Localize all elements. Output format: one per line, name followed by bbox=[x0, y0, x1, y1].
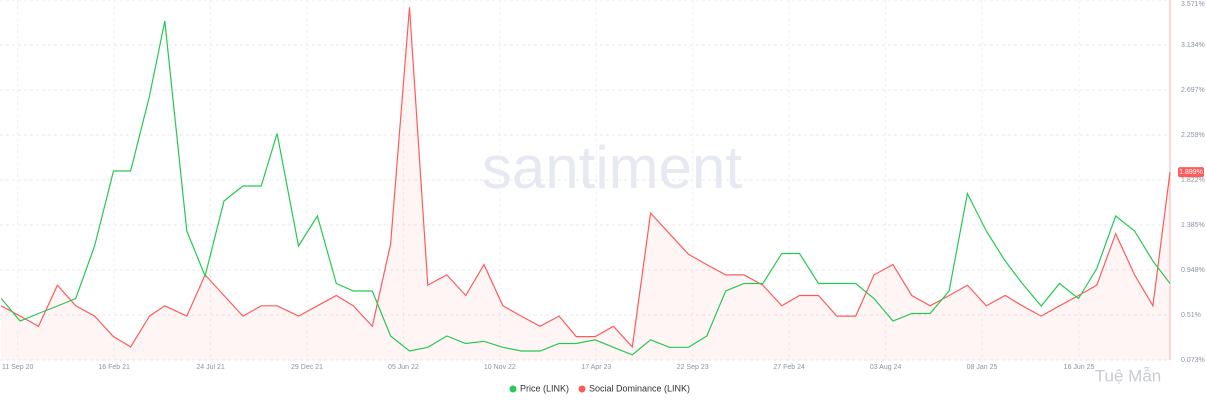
x-tick-label: 17 Apr 23 bbox=[581, 364, 611, 371]
area bbox=[1, 7, 1171, 361]
x-tick-label: 16 Jun 25 bbox=[1064, 364, 1095, 371]
x-tick-label: 08 Jan 25 bbox=[967, 364, 998, 371]
x-tick-label: 27 Feb 24 bbox=[773, 364, 805, 371]
legend-swatch bbox=[509, 385, 517, 393]
line bbox=[0, 7, 1171, 349]
y2-tick-label: 3.134% bbox=[1181, 42, 1205, 49]
y2-tick-label: 3.571% bbox=[1181, 1, 1205, 8]
y2-tick-label: 0.948% bbox=[1181, 267, 1205, 274]
x-tick-label: 16 Feb 21 bbox=[98, 364, 130, 371]
x-tick-label: 22 Sep 23 bbox=[677, 364, 709, 371]
x-tick-label: 10 Nov 22 bbox=[484, 364, 516, 371]
watermark: santiment bbox=[482, 134, 742, 201]
legend-swatch bbox=[578, 385, 586, 393]
x-tick-label: 03 Aug 24 bbox=[870, 364, 902, 371]
y2-tick-label: 2.259% bbox=[1181, 132, 1205, 139]
x-tick-label: 29 Dec 21 bbox=[291, 364, 323, 371]
last-value-label: 1.899% bbox=[1179, 169, 1203, 176]
x-tick-label: 11 Sep 20 bbox=[2, 364, 34, 371]
legend-label: Price (LINK) bbox=[520, 383, 569, 393]
line bbox=[0, 20, 1171, 356]
legend-label: Social Dominance (LINK) bbox=[589, 383, 690, 393]
y2-tick-label: 1.822% bbox=[1181, 177, 1205, 184]
credit: Tuệ Mẫn bbox=[1095, 366, 1161, 385]
x-tick-label: 05 Jun 22 bbox=[388, 364, 419, 371]
x-tick-label: 24 Jul 21 bbox=[196, 364, 225, 371]
last-value-box bbox=[1178, 167, 1204, 178]
y2-tick-label: 0.073% bbox=[1181, 357, 1205, 364]
y2-tick-label: 0.51% bbox=[1181, 312, 1201, 319]
y2-tick-label: 1.385% bbox=[1181, 222, 1205, 229]
y2-tick-label: 2.697% bbox=[1181, 87, 1205, 94]
